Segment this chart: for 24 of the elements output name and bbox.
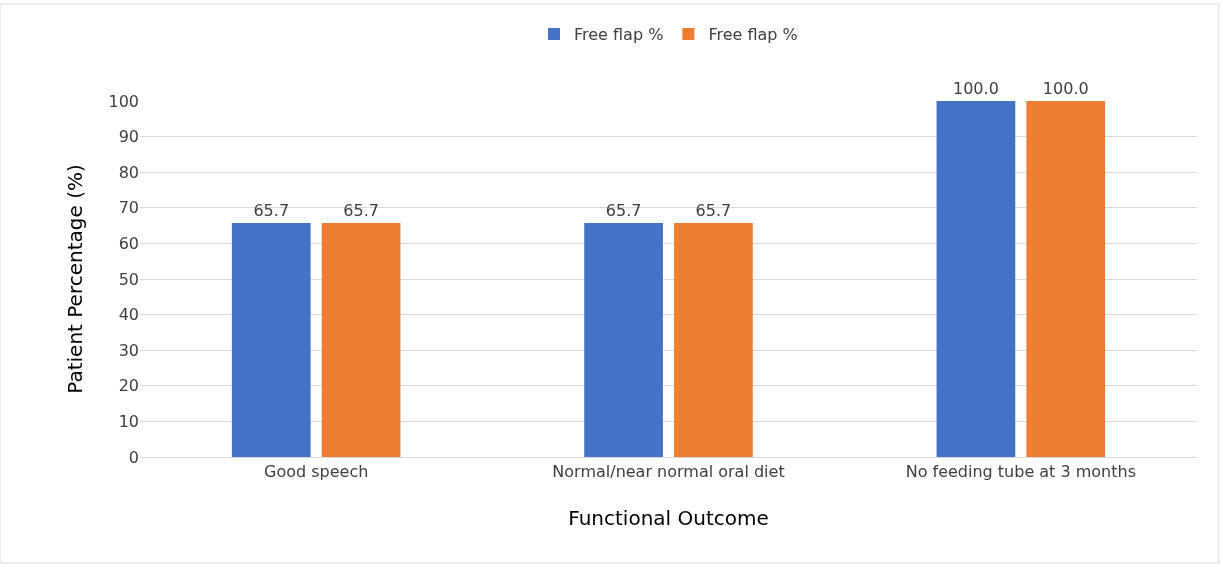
y-tick-label: 0 [128, 447, 139, 467]
y-tick-label: 10 [118, 412, 139, 431]
x-tick-label: Normal/near normal oral diet [552, 462, 785, 482]
y-tick-label: 50 [118, 269, 139, 289]
y-tick-label: 60 [118, 234, 139, 253]
data-label: 65.7 [253, 201, 290, 221]
y-tick-label: 90 [118, 127, 139, 147]
y-tick-label: 30 [118, 340, 139, 360]
y-tick-label: 70 [118, 198, 139, 218]
data-label: 65.7 [343, 201, 379, 221]
data-label: 100.0 [953, 79, 999, 98]
data-label: 100.0 [1042, 79, 1089, 98]
x-axis-title: Functional Outcome [568, 505, 769, 530]
x-tick-label: Good speech [264, 462, 369, 482]
y-tick-label: 40 [118, 305, 139, 325]
data-label: 65.7 [695, 201, 732, 221]
data-label: 65.7 [605, 201, 642, 221]
y-tick-label: 100 [108, 91, 139, 111]
y-tick-label: 20 [118, 376, 139, 396]
y-tick-label: 80 [118, 162, 139, 182]
legend-label: Free flap % [574, 25, 664, 45]
y-axis-title: Patient Percentage (%) [62, 164, 87, 394]
legend-label: Free flap % [708, 25, 798, 45]
x-tick-label: No feeding tube at 3 months [905, 462, 1136, 482]
